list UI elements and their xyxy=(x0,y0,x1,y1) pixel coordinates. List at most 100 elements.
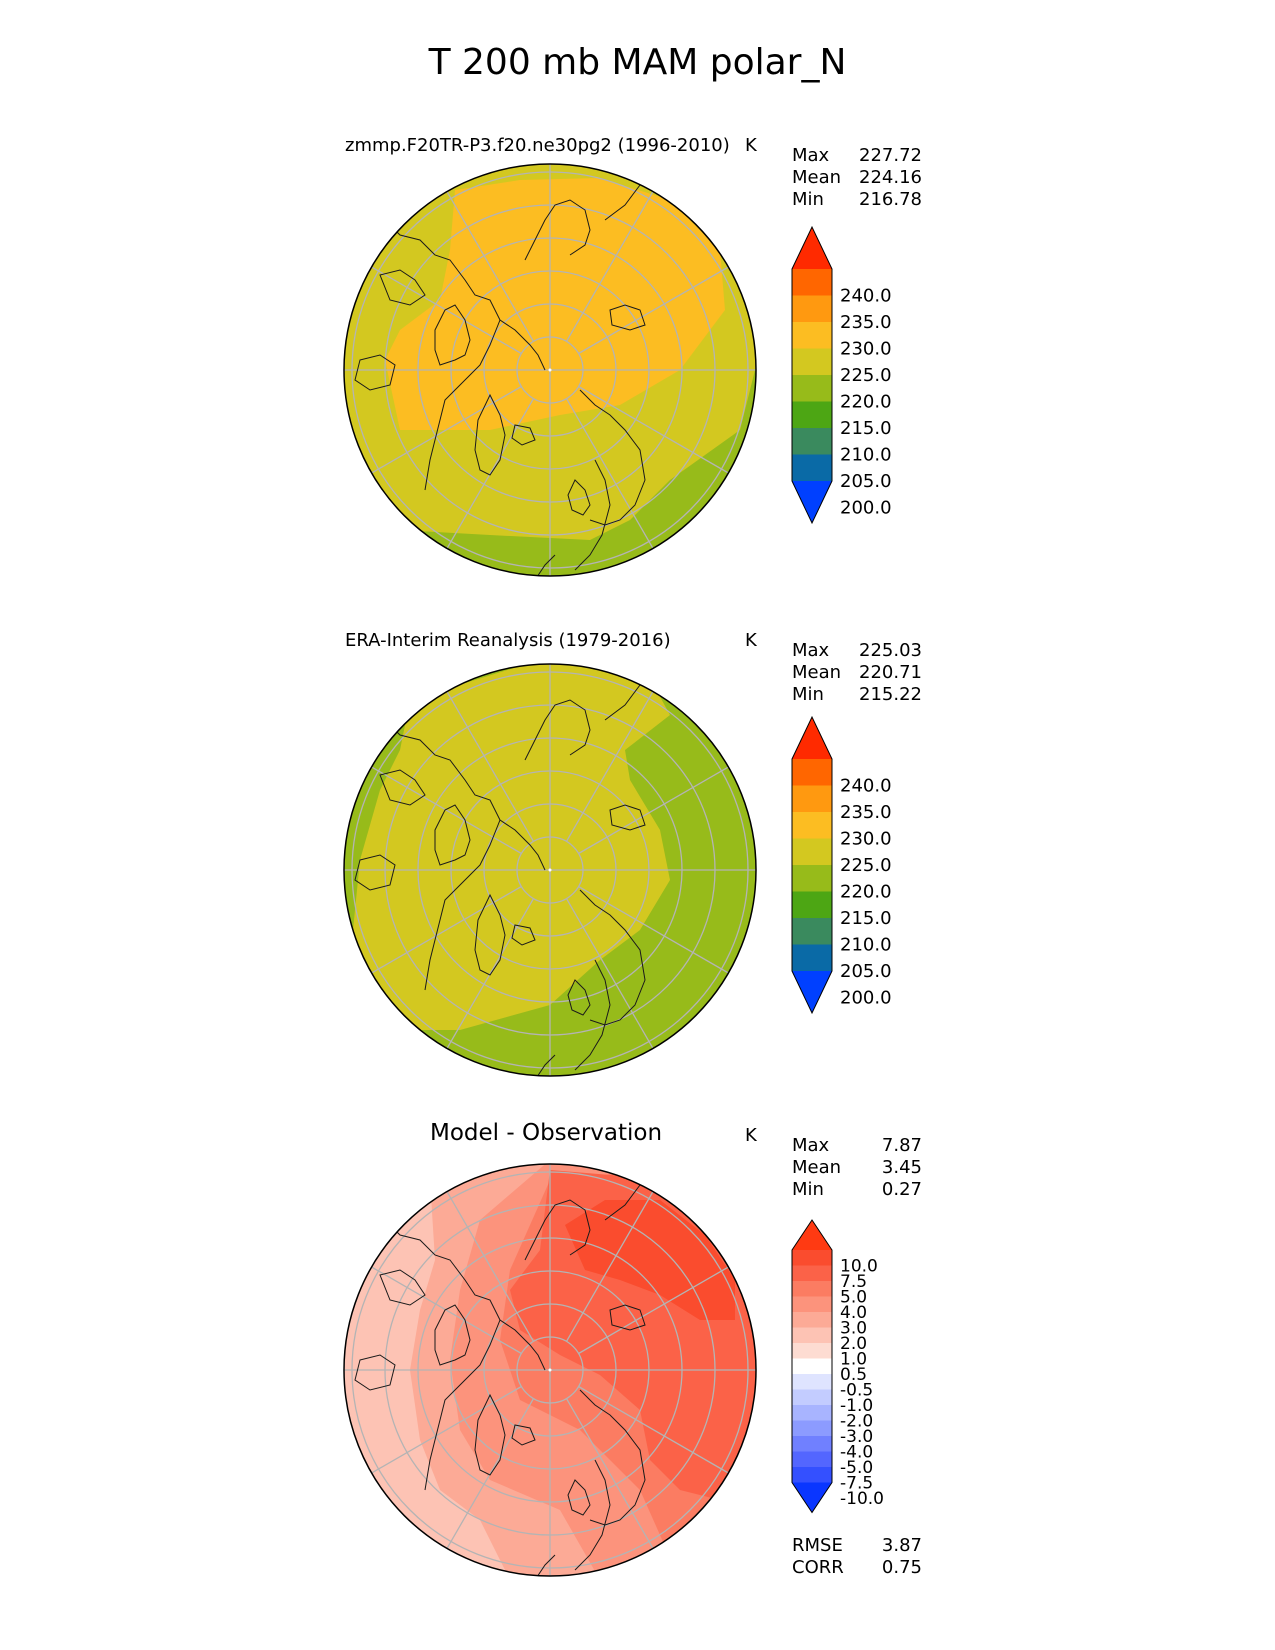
colorbar-segment xyxy=(792,1374,832,1390)
colorbar-tick-label: -5.0 xyxy=(840,1458,873,1478)
stat-max-value: 7.87 xyxy=(881,1135,922,1156)
colorbar-tick-label: 235.0 xyxy=(840,312,892,333)
coastline xyxy=(511,924,536,946)
colorbar-lower-extension xyxy=(792,1482,832,1513)
panel-test: zmmp.F20TR-P3.f20.ne30pg2 (1996-2010) K … xyxy=(0,130,1275,580)
colorbar-segment xyxy=(792,428,832,455)
coastline xyxy=(579,1389,646,1526)
meridian-line xyxy=(565,1398,661,1561)
meridian-line xyxy=(359,1385,522,1481)
map-boundary xyxy=(343,163,757,577)
map-boundary xyxy=(343,663,757,1077)
stat-min-label: Min xyxy=(792,684,824,705)
coastline xyxy=(511,1424,536,1446)
colorbar-tick-label: 230.0 xyxy=(840,339,892,360)
colorbar-outline xyxy=(791,225,833,525)
meridian-line xyxy=(578,1385,741,1481)
meridian-line xyxy=(578,885,741,981)
colorbar-segment xyxy=(792,375,832,402)
colorbar-tick-label: 220.0 xyxy=(840,392,892,413)
colorbar-segment xyxy=(792,1265,832,1282)
colorbar-tick-label: 235.0 xyxy=(840,802,892,823)
colorbar-segment xyxy=(792,838,832,866)
meridian-line xyxy=(359,885,522,981)
coastline xyxy=(574,459,611,571)
coastline xyxy=(609,304,646,331)
panel-reference-title: ERA-Interim Reanalysis (1979-2016) xyxy=(345,630,671,651)
pole-dot xyxy=(548,868,552,872)
meridian-line xyxy=(359,1259,522,1355)
colorbar-tick-label: -3.0 xyxy=(840,1427,873,1447)
coastline xyxy=(434,804,471,866)
colorbar-tick-label: 240.0 xyxy=(840,776,892,797)
colorbar-segment xyxy=(792,401,832,429)
colorbar-segment xyxy=(792,812,832,839)
colorbar-tick-label: 1.0 xyxy=(840,1350,867,1370)
colorbar-segment xyxy=(792,1467,832,1483)
map-graticule xyxy=(344,1164,756,1576)
colorbar-segment xyxy=(792,1358,832,1375)
region-siberian-pacific xyxy=(565,1200,735,1320)
coastline xyxy=(424,319,501,491)
colorbar-segment xyxy=(792,785,832,813)
stats-difference: Max 7.87 Mean 3.45 Min 0.27 xyxy=(792,1135,922,1201)
coastlines xyxy=(354,174,656,576)
colorbar-tick-label: 210.0 xyxy=(840,935,892,956)
coastline xyxy=(574,959,611,1071)
stat-mean-value: 3.45 xyxy=(881,1157,922,1178)
coastline xyxy=(369,204,546,371)
colorbar-tick-label: 5.0 xyxy=(840,1288,867,1308)
colorbar-segment xyxy=(792,1281,832,1297)
stat-max-value: 227.72 xyxy=(859,145,922,166)
colorbar-tick-label: 220.0 xyxy=(840,882,892,903)
colorbar-segment xyxy=(792,269,832,296)
panel-test-units: K xyxy=(745,135,757,156)
meridian-line xyxy=(578,385,741,481)
coastline xyxy=(354,854,396,891)
coastline xyxy=(609,804,646,831)
coastline xyxy=(379,1269,426,1306)
meridian-line xyxy=(578,259,741,355)
stat-min-label: Min xyxy=(792,1179,824,1200)
coastline xyxy=(567,979,591,1016)
colorbar-upper-extension xyxy=(792,227,832,269)
stat-max-value: 225.03 xyxy=(859,640,922,661)
colorbar-outline xyxy=(791,715,833,1015)
coastline xyxy=(424,819,501,991)
meridian-line xyxy=(439,679,535,842)
coastline xyxy=(524,1199,591,1261)
colorbar-segment xyxy=(792,1420,832,1437)
stat-max-label: Max xyxy=(792,145,830,166)
map-graticule xyxy=(344,164,756,576)
stat-mean-label: Mean xyxy=(792,662,842,683)
panel-difference-units: K xyxy=(745,1125,757,1146)
panel-difference: Model - Observation K Max 7.87 Mean 3.45 M… xyxy=(0,1120,1275,1600)
colorbar-tick-label: 7.5 xyxy=(840,1272,867,1292)
meridian-line xyxy=(565,679,661,842)
polar-map-test xyxy=(343,163,757,577)
colorbar-segment xyxy=(792,1405,832,1421)
stat-mean-label: Mean xyxy=(792,1157,842,1178)
colorbar-segment xyxy=(792,295,832,323)
coastline xyxy=(524,199,591,261)
coastline xyxy=(579,889,646,1026)
meridian-line xyxy=(439,179,535,342)
colorbar-difference: 10.07.55.04.03.02.01.00.5-0.5-1.0-2.0-3.… xyxy=(791,1219,884,1514)
colorbar-tick-label: 225.0 xyxy=(840,855,892,876)
pole-dot xyxy=(548,1368,552,1372)
coastlines xyxy=(354,674,656,1076)
colorbar-test: 240.0 235.0 230.0 225.0 220.0 215.0 210.0 205.0… xyxy=(791,225,892,525)
colorbar-tick-label: 205.0 xyxy=(840,471,892,492)
colorbar-segment xyxy=(792,1296,832,1313)
meridian-line xyxy=(359,759,522,855)
colorbar-segment xyxy=(792,944,832,972)
colorbar-segment xyxy=(792,348,832,376)
coastline xyxy=(474,1393,506,1476)
rmse-label: RMSE xyxy=(792,1535,843,1556)
colorbar-outline xyxy=(791,1219,833,1514)
coastline xyxy=(524,699,591,761)
stat-mean-value: 220.71 xyxy=(859,662,922,683)
meridian-line xyxy=(565,398,661,561)
coastline xyxy=(474,893,506,976)
colorbar-segment xyxy=(792,1389,832,1406)
